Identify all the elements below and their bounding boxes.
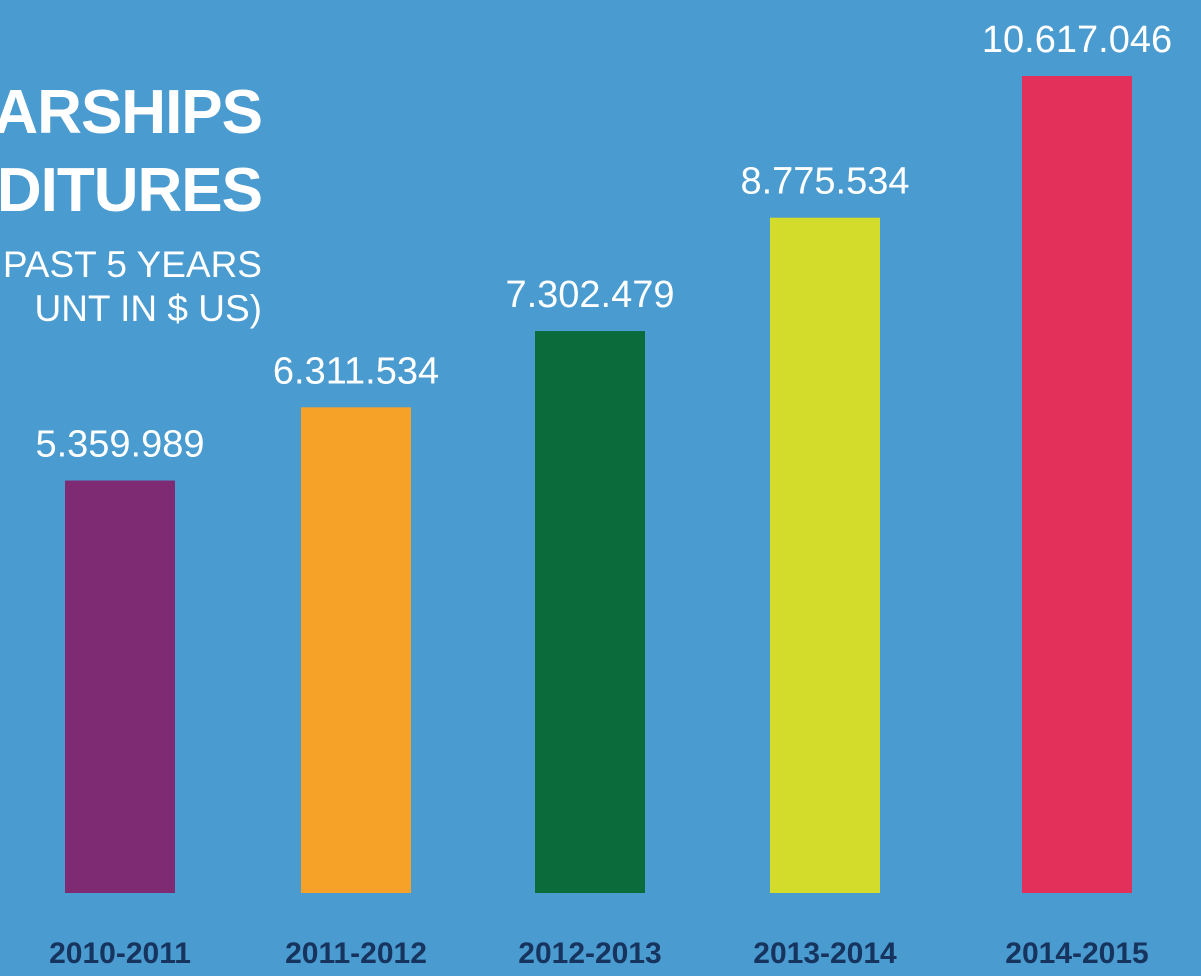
- chart-title-line-2: DITURES: [0, 156, 263, 225]
- chart-subtitle-line-1: PAST 5 YEARS: [2, 244, 262, 285]
- chart-subtitle-line-2: UNT IN $ US): [34, 288, 262, 329]
- category-label-2010-2011: 2010-2011: [49, 937, 191, 970]
- value-label-2011-2012: 6.311.534: [273, 350, 439, 392]
- bar-2010-2011: [65, 480, 175, 893]
- chart-title-block: ARSHIPS DITURES PAST 5 YEARS UNT IN $ US…: [0, 0, 300, 360]
- value-label-2013-2014: 8.775.534: [740, 161, 909, 203]
- bar-2013-2014: [770, 217, 880, 893]
- category-label-2012-2013: 2012-2013: [518, 937, 661, 970]
- category-label-2014-2015: 2014-2015: [1005, 937, 1148, 970]
- value-label-2010-2011: 5.359.989: [35, 424, 204, 466]
- bar-2012-2013: [535, 331, 645, 893]
- chart-title-line-1: ARSHIPS: [0, 78, 263, 147]
- value-label-2014-2015: 10.617.046: [982, 19, 1172, 61]
- category-label-2013-2014: 2013-2014: [753, 937, 897, 970]
- value-label-2012-2013: 7.302.479: [505, 274, 674, 316]
- category-label-2011-2012: 2011-2012: [285, 937, 427, 970]
- bar-2011-2012: [301, 407, 411, 893]
- bar-2014-2015: [1022, 76, 1132, 893]
